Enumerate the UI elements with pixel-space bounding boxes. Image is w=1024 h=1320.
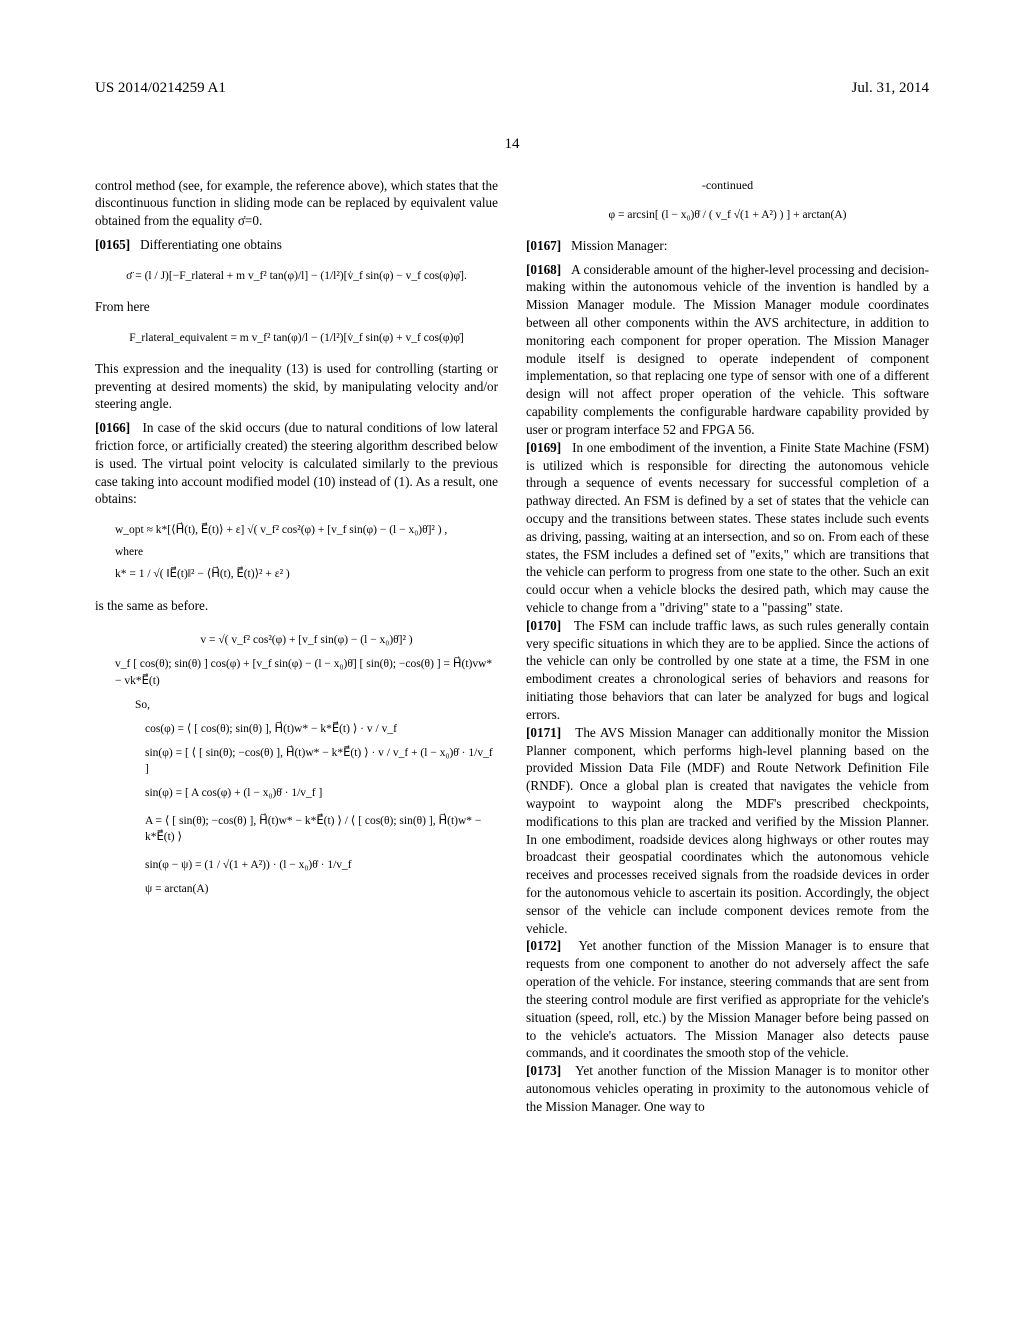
continued-label: -continued — [526, 177, 929, 193]
right-column: -continued φ = arcsin[ (l − x₀)θ̇ / ( v_… — [526, 177, 929, 1116]
para-text: The FSM can include traffic laws, as suc… — [526, 618, 929, 722]
para-number: [0173] — [526, 1063, 561, 1078]
paragraph-0171: [0171] The AVS Mission Manager can addit… — [526, 724, 929, 938]
para-text: In case of the skid occurs (due to natur… — [95, 420, 498, 506]
paragraph: is the same as before. — [95, 597, 498, 615]
equation-block: v = √( v_f² cos²(φ) + [v_f sin(φ) − (l −… — [95, 632, 498, 897]
para-number: [0165] — [95, 237, 130, 252]
para-text: A considerable amount of the higher-leve… — [526, 262, 929, 437]
para-text: In one embodiment of the invention, a Fi… — [526, 440, 929, 615]
eq-line: cos(φ) = ⟨ [ cos(θ); sin(θ) ], H⃗(t)w* −… — [115, 721, 498, 737]
para-text: The AVS Mission Manager can additionally… — [526, 725, 929, 936]
eq-line: sin(φ − ψ) = (1 / √(1 + A²)) · (l − x₀)θ… — [115, 857, 498, 873]
paragraph-0168: [0168] A considerable amount of the high… — [526, 261, 929, 439]
paragraph-0170: [0170] The FSM can include traffic laws,… — [526, 617, 929, 724]
para-number: [0170] — [526, 618, 561, 633]
eq-where: where — [115, 544, 498, 560]
eq-line: k* = 1 / √( ‖E⃗(t)‖² − ⟨H⃗(t), E⃗(t)⟩² +… — [115, 566, 498, 582]
eq-line: sin(φ) = [ A cos(φ) + (l − x₀)θ̇ · 1/v_f… — [115, 785, 498, 801]
patent-page: US 2014/0214259 A1 Jul. 31, 2014 14 cont… — [0, 0, 1024, 1320]
equation: φ = arcsin[ (l − x₀)θ̇ / ( v_f √(1 + A²)… — [526, 207, 929, 223]
paragraph-0172: [0172] Yet another function of the Missi… — [526, 937, 929, 1062]
para-number: [0168] — [526, 262, 561, 277]
para-number: [0167] — [526, 238, 561, 253]
para-number: [0172] — [526, 938, 561, 953]
para-number: [0166] — [95, 420, 130, 435]
eq-line: A = ⟨ [ sin(θ); −cos(θ) ], H⃗(t)w* − k*E… — [115, 813, 498, 845]
paragraph-0169: [0169] In one embodiment of the inventio… — [526, 439, 929, 617]
paragraph-0166: [0166] In case of the skid occurs (due t… — [95, 419, 498, 508]
para-text: Yet another function of the Mission Mana… — [526, 1063, 929, 1114]
eq-line: v = √( v_f² cos²(φ) + [v_f sin(φ) − (l −… — [115, 632, 498, 648]
eq-line: w_opt ≈ k*[⟨H⃗(t), E⃗(t)⟩ + ε] √( v_f² c… — [115, 522, 498, 538]
left-column: control method (see, for example, the re… — [95, 177, 498, 1116]
para-text: Yet another function of the Mission Mana… — [526, 938, 929, 1060]
para-number: [0169] — [526, 440, 561, 455]
para-number: [0171] — [526, 725, 561, 740]
equation: w_opt ≈ k*[⟨H⃗(t), E⃗(t)⟩ + ε] √( v_f² c… — [95, 522, 498, 582]
paragraph: This expression and the inequality (13) … — [95, 360, 498, 413]
publication-date: Jul. 31, 2014 — [851, 78, 929, 98]
publication-number: US 2014/0214259 A1 — [95, 78, 226, 98]
equation: σ̈ = (l / J)[−F_rlateral + m v_f² tan(φ)… — [95, 268, 498, 284]
equation: F_rlateral_equivalent = m v_f² tan(φ)/l … — [95, 330, 498, 346]
paragraph-0167: [0167] Mission Manager: — [526, 237, 929, 255]
paragraph: From here — [95, 298, 498, 316]
paragraph-0173: [0173] Yet another function of the Missi… — [526, 1062, 929, 1115]
paragraph-0165: [0165] Differentiating one obtains — [95, 236, 498, 254]
page-number: 14 — [95, 134, 929, 154]
eq-line: ψ = arctan(A) — [115, 881, 498, 897]
paragraph: control method (see, for example, the re… — [95, 177, 498, 230]
eq-so: So, — [115, 697, 498, 713]
page-header: US 2014/0214259 A1 Jul. 31, 2014 — [95, 78, 929, 104]
eq-line: v_f [ cos(θ); sin(θ) ] cos(φ) + [v_f sin… — [115, 656, 498, 688]
two-column-body: control method (see, for example, the re… — [95, 177, 929, 1116]
para-text: Mission Manager: — [571, 238, 667, 253]
para-text: Differentiating one obtains — [140, 237, 282, 252]
eq-line: sin(φ) = [ ⟨ [ sin(θ); −cos(θ) ], H⃗(t)w… — [115, 745, 498, 777]
